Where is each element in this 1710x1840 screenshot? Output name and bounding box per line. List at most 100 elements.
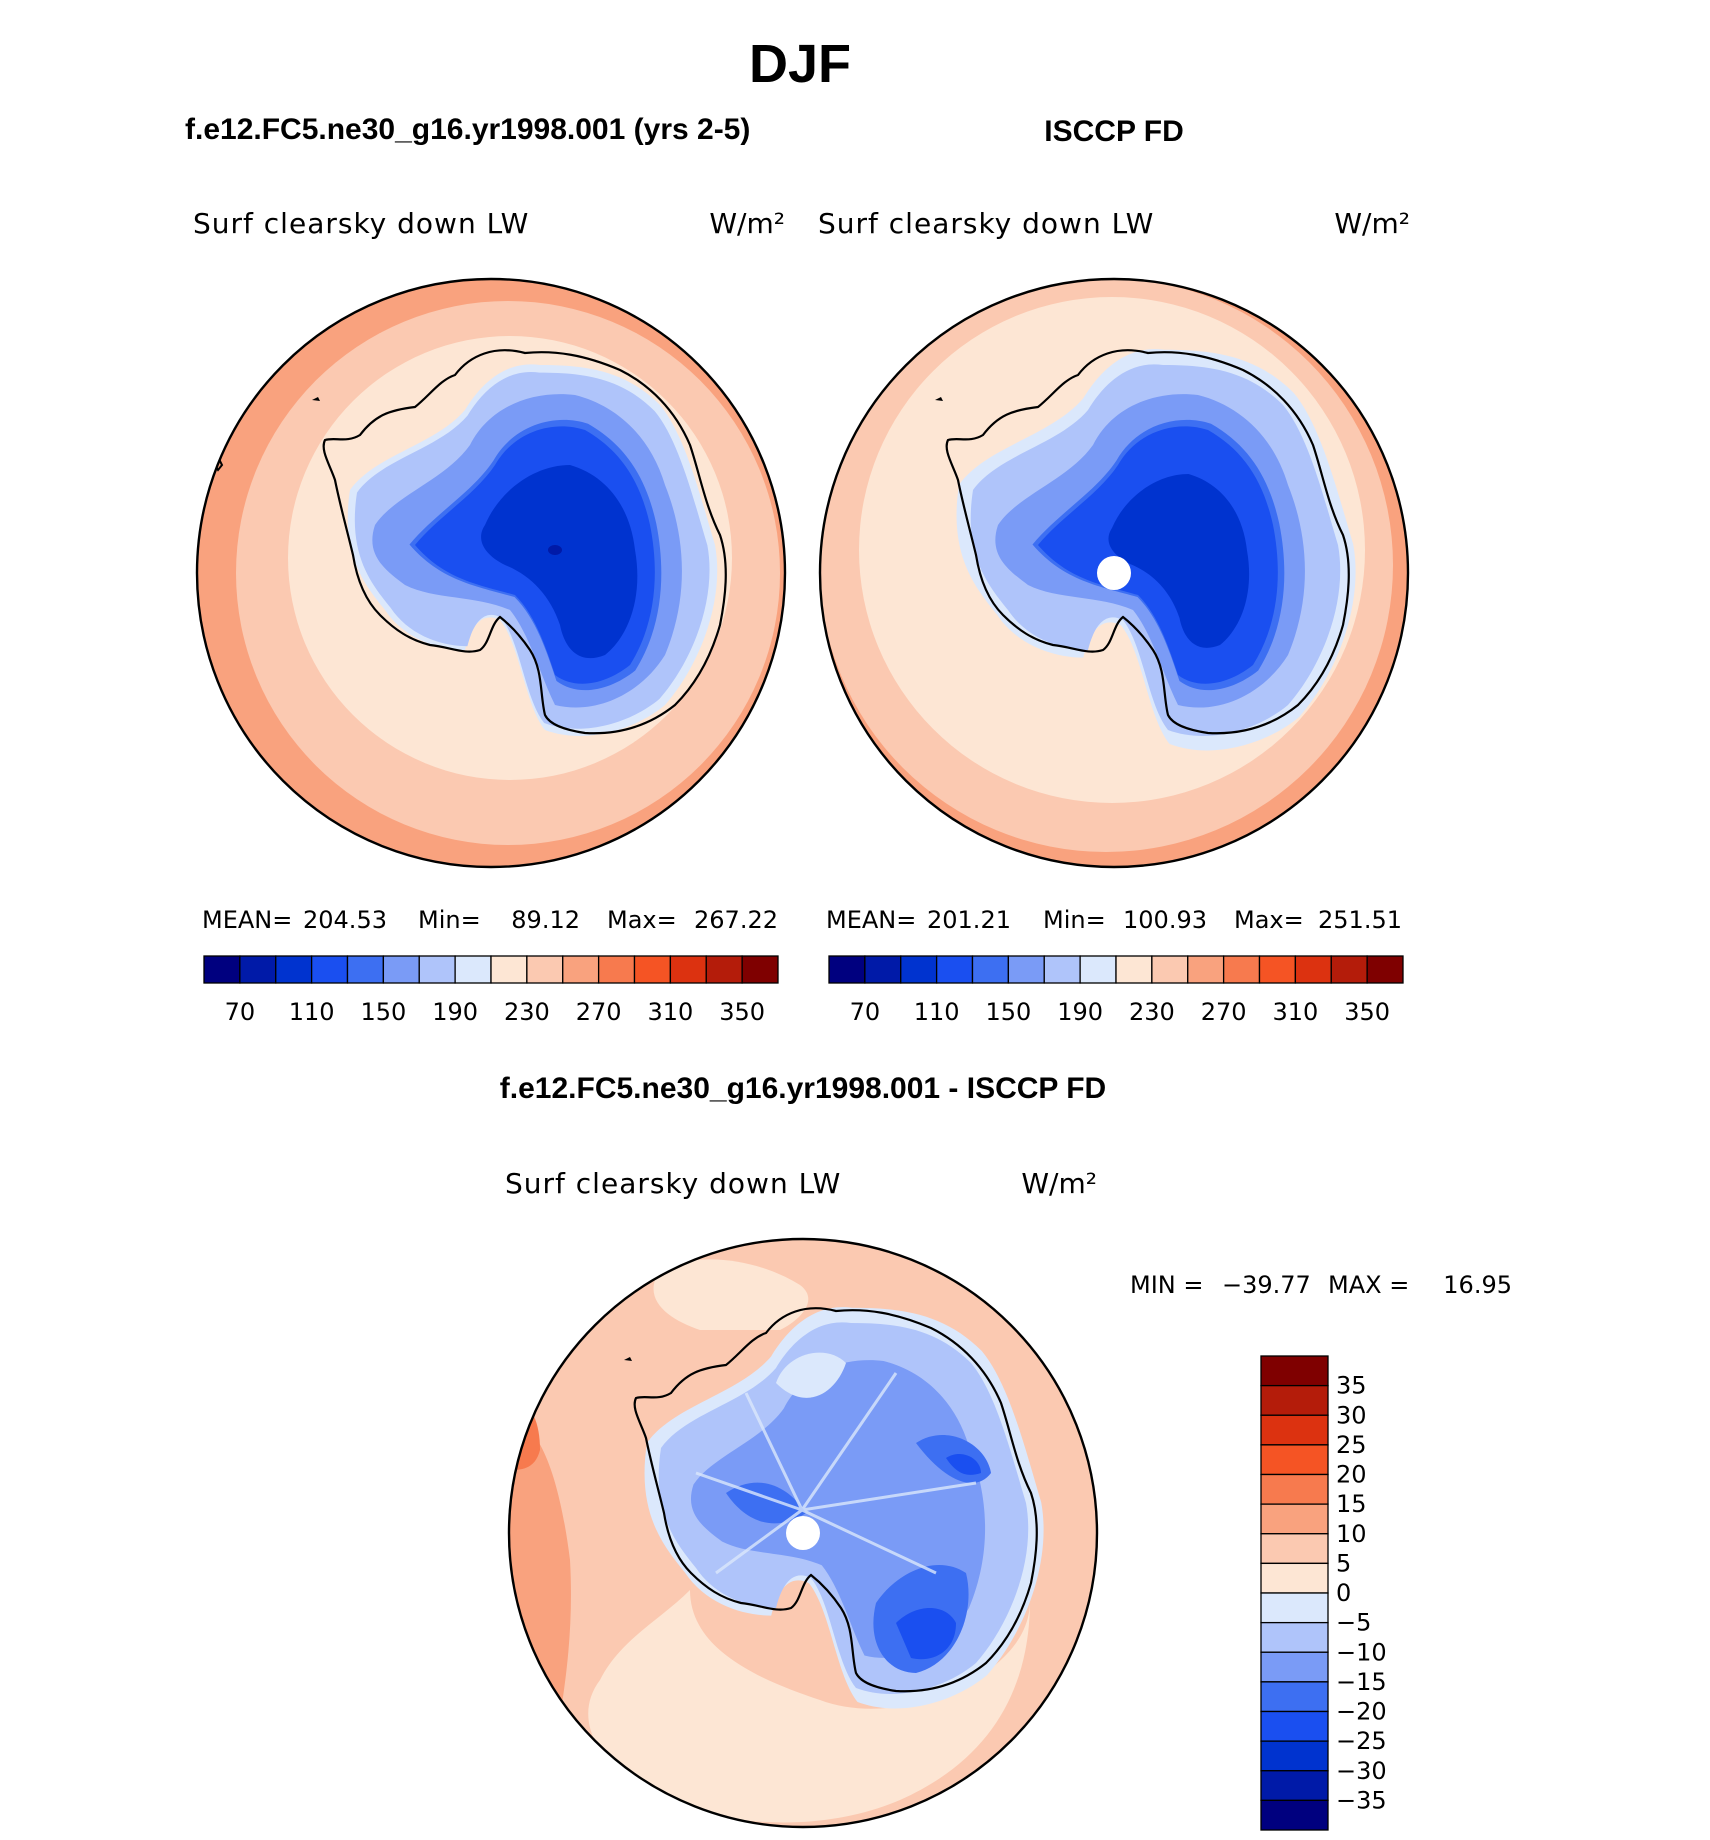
colorbar-box [1330, 955, 1368, 984]
panel-diff-stats: MIN = −39.77 MAX = 16.95 [1130, 1271, 1512, 1299]
colorbar-tick-label: 350 [719, 998, 765, 1026]
colorbar-box [1260, 1473, 1329, 1505]
panel-obs-max-label: Max= [1234, 906, 1304, 934]
colorbar-box [900, 955, 938, 984]
colorbar-box [1260, 1384, 1329, 1416]
panel-diff-min: −39.77 [1222, 1271, 1311, 1299]
colorbar-box [1260, 1740, 1329, 1772]
colorbar-box [418, 955, 456, 984]
panel-model-max: 267.22 [694, 906, 778, 934]
colorbar-box [1260, 1533, 1329, 1565]
colorbar-box [1260, 1562, 1329, 1594]
colorbar-tick-label: 110 [289, 998, 335, 1026]
colorbar-tick-label: −25 [1336, 1727, 1387, 1755]
panel-obs-variable: Surf clearsky down LW [818, 207, 1154, 240]
colorbar-box [239, 955, 277, 984]
colorbar-box [1260, 1503, 1329, 1535]
panel-obs-min: 100.93 [1123, 906, 1207, 934]
colorbar-box [382, 955, 420, 984]
panel-diff-units: W/m² [1021, 1167, 1097, 1200]
colorbar-box [454, 955, 492, 984]
panel-model-min-label: Min= [418, 906, 481, 934]
colorbar-box [1151, 955, 1189, 984]
colorbar-box [1260, 1681, 1329, 1713]
colorbar-box [1260, 1621, 1329, 1653]
colorbar-tick-label: −30 [1336, 1757, 1387, 1785]
diff-subtitle: f.e12.FC5.ne30_g16.yr1998.001 - ISCCP FD [500, 1072, 1106, 1105]
panel-obs-min-label: Min= [1043, 906, 1106, 934]
panel-obs-max: 251.51 [1318, 906, 1402, 934]
colorbar-box [1260, 1355, 1329, 1387]
panel-diff-map-border [507, 1237, 1099, 1829]
colorbar-box [1260, 1770, 1329, 1802]
panel-model-stats: MEAN= 204.53 Min= 89.12 Max= 267.22 [202, 906, 778, 934]
colorbar-box [633, 955, 672, 984]
panel-obs: Surf clearsky down LW W/m² MEAN= 201.21 … [818, 207, 1410, 1026]
obs-subtitle: ISCCP FD [1044, 115, 1183, 148]
colorbar-box [741, 955, 779, 984]
colorbar-box [1294, 955, 1332, 984]
colorbar-tick-label: 20 [1336, 1461, 1367, 1489]
panel-model-map-border [195, 277, 787, 869]
colorbar-tick-label: 25 [1336, 1431, 1367, 1459]
colorbar-box [562, 955, 600, 984]
colorbar-box [346, 955, 385, 984]
colorbar-box [526, 955, 564, 984]
colorbar-tick-label: 150 [360, 998, 406, 1026]
colorbar-tick-label: 70 [225, 998, 256, 1026]
panel-model-units: W/m² [709, 207, 785, 240]
colorbar-tick-label: 270 [576, 998, 622, 1026]
panel-obs-map-border [818, 277, 1410, 869]
panel-obs-mean-label: MEAN= [826, 906, 916, 934]
colorbar-tick-label: 15 [1336, 1490, 1367, 1518]
colorbar-tick-label: 0 [1336, 1579, 1351, 1607]
panel-diff: Surf clearsky down LW W/m² [505, 1167, 1512, 1831]
colorbar-box [1222, 955, 1261, 984]
colorbar-tick-label: 230 [504, 998, 550, 1026]
colorbar-box [1258, 955, 1297, 984]
panel-model-max-label: Max= [607, 906, 677, 934]
colorbar-box [705, 955, 743, 984]
colorbar-box [1260, 1710, 1329, 1742]
colorbar-box [1260, 1651, 1329, 1683]
colorbar-tick-label: 70 [850, 998, 881, 1026]
colorbar-box [1043, 955, 1081, 984]
colorbar-box [669, 955, 707, 984]
colorbar-tick-label: 230 [1129, 998, 1175, 1026]
colorbar-tick-label: 190 [1057, 998, 1103, 1026]
colorbar-tick-label: 310 [647, 998, 693, 1026]
colorbar-box [1187, 955, 1225, 984]
colorbar-tick-label: 190 [432, 998, 478, 1026]
panel-diff-variable: Surf clearsky down LW [505, 1167, 841, 1200]
figure-title: DJF [749, 34, 851, 94]
colorbar-box [203, 955, 241, 984]
colorbar-tick-label: −15 [1336, 1668, 1387, 1696]
panel-obs-colorbar: 70 110 150 190 230 270 310 350 [828, 955, 1404, 1026]
colorbar-box [1260, 1592, 1329, 1624]
panel-obs-units: W/m² [1334, 207, 1410, 240]
colorbar-tick-label: −10 [1336, 1638, 1387, 1666]
panel-model-colorbar: 70 110 150 190 230 270 310 350 [203, 955, 779, 1026]
colorbar-box [490, 955, 528, 984]
colorbar-tick-label: 35 [1336, 1372, 1367, 1400]
colorbar-tick-label: −20 [1336, 1698, 1387, 1726]
colorbar-tick-label: 270 [1201, 998, 1247, 1026]
panel-diff-min-label: MIN = [1130, 1271, 1203, 1299]
colorbar-box [1260, 1414, 1329, 1446]
panel-diff-map [509, 1239, 1097, 1827]
colorbar-box [310, 955, 349, 984]
colorbar-tick-label: −5 [1336, 1609, 1371, 1637]
panel-diff-max-label: MAX = [1328, 1271, 1409, 1299]
panel-diff-max: 16.95 [1443, 1271, 1512, 1299]
colorbar-box [1079, 955, 1117, 984]
colorbar-box [935, 955, 974, 984]
model-subtitle: f.e12.FC5.ne30_g16.yr1998.001 (yrs 2-5) [185, 113, 750, 146]
panel-model-variable: Surf clearsky down LW [193, 207, 529, 240]
colorbar-tick-label: 5 [1336, 1549, 1351, 1577]
panel-model-min: 89.12 [511, 906, 580, 934]
colorbar-tick-label: 150 [985, 998, 1031, 1026]
colorbar-box [597, 955, 636, 984]
colorbar-tick-label: −35 [1336, 1786, 1387, 1814]
